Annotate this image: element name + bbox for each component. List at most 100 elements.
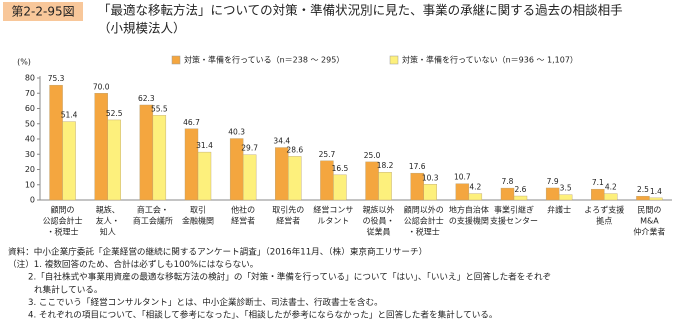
value-label: 4.2 [469, 183, 481, 192]
legend-label: 対策・準備を行っている（n＝238 ～ 295） [184, 55, 344, 65]
bar [545, 187, 560, 201]
note: 4. それぞれの項目について、「相談して参考になった」、「相談したが参考にならな… [28, 309, 498, 321]
bar [62, 121, 76, 201]
value-label: 7.9 [547, 177, 559, 186]
bar [423, 184, 437, 201]
value-label: 70.0 [93, 82, 110, 91]
value-label: 10.3 [422, 173, 439, 182]
value-label: 51.4 [61, 111, 78, 120]
x-tick-label: 取引 [190, 206, 206, 215]
x-tick-label: 顧問の [51, 205, 75, 215]
y-tick-label: 50 [25, 119, 35, 128]
x-tick-label: 支援センター [490, 216, 538, 226]
note: 資料：中小企業庁委託「企業経営の継続に関するアンケート調査」（2016年11月、… [8, 246, 427, 258]
bar [139, 104, 154, 201]
value-label: 7.8 [502, 177, 514, 186]
bar [107, 119, 121, 201]
x-tick-label: 公認会計士 [43, 216, 83, 226]
bar [591, 188, 605, 201]
x-tick-label: M&A [640, 217, 659, 226]
x-tick-label: の役員・ [363, 216, 395, 226]
x-tick-label: 経営者 [231, 216, 255, 226]
y-tick-label: 80 [25, 74, 35, 83]
x-tick-label: 民間の [637, 206, 661, 215]
x-tick-label: 親族、 [96, 205, 120, 215]
title: （小規模法人） [98, 21, 186, 36]
bar [152, 115, 167, 201]
x-tick-label: 商工会議所 [133, 216, 173, 226]
bar [49, 84, 63, 201]
note: 3. ここでいう「経営コンサルタント」とは、中小企業診断士、司法書士、行政書士を… [28, 296, 383, 308]
y-tick-label: 20 [25, 165, 35, 174]
value-label: 75.3 [48, 74, 65, 83]
x-tick-label: 従業員 [367, 227, 391, 237]
value-label: 29.7 [241, 144, 258, 153]
x-tick-label: 他社の [231, 205, 255, 215]
y-tick-label: 40 [25, 135, 35, 144]
title: 「最適な移転方法」についての対策・準備状況別に見た、事業の承継に関する過去の相談… [98, 3, 623, 18]
value-label: 3.5 [560, 184, 572, 193]
bar [197, 151, 212, 201]
value-label: 10.7 [454, 173, 471, 182]
figure-tag: 第2-2-95図 [11, 5, 74, 19]
x-tick-label: 友人・ [96, 216, 120, 226]
legend-label: 対策・準備を行っていない（n＝936 ～ 1,107） [402, 55, 578, 65]
y-tick-label: 60 [25, 104, 35, 113]
x-tick-label: 経営者 [276, 216, 300, 226]
value-label: 16.5 [332, 164, 349, 173]
bar [333, 174, 347, 201]
value-label: 40.3 [228, 128, 245, 137]
x-tick-label: の支援機関 [449, 216, 489, 226]
note: れ集計している。 [34, 283, 103, 295]
value-label: 7.1 [592, 178, 604, 187]
value-label: 4.2 [605, 183, 617, 192]
bar [558, 194, 573, 201]
bar [288, 156, 302, 201]
x-tick-label: ・税理士 [47, 227, 79, 237]
bar [242, 154, 257, 201]
bar [500, 187, 515, 201]
y-tick-label: 10 [25, 180, 35, 189]
legend-swatch [389, 55, 399, 65]
x-tick-label: 仲介業者 [633, 227, 665, 237]
y-unit: (%) [17, 58, 31, 67]
legend-swatch [171, 55, 181, 65]
y-tick-label: 0 [30, 196, 35, 205]
x-tick-label: 商工会・ [137, 205, 169, 215]
y-tick-label: 70 [25, 89, 35, 98]
value-label: 2.5 [637, 185, 649, 194]
x-tick-label: 顧問以外の [404, 205, 444, 215]
y-tick-label: 30 [25, 150, 35, 159]
x-tick-label: 知人 [100, 227, 116, 237]
x-tick-label: よろず支援 [584, 205, 624, 215]
bar [184, 128, 199, 201]
value-label: 17.6 [409, 162, 426, 171]
x-tick-label: 事業引継ぎ [494, 205, 534, 215]
note: 2.「自社株式や事業用資産の最適な移転方法の検討」の「対策・準備を行っている」に… [28, 271, 551, 283]
value-label: 28.6 [286, 145, 303, 154]
value-label: 62.3 [138, 94, 155, 103]
x-tick-label: 親族以外 [363, 205, 395, 215]
x-tick-label: 取引先の [272, 205, 304, 215]
x-tick-label: 公認会計士 [404, 216, 444, 226]
value-label: 52.5 [106, 109, 123, 118]
value-label: 31.4 [196, 141, 213, 150]
bar [455, 183, 470, 201]
bar [378, 172, 392, 201]
x-tick-label: ・税理士 [408, 227, 440, 237]
value-label: 18.2 [377, 161, 394, 170]
x-tick-label: 弁護士 [547, 205, 571, 215]
bar [513, 195, 528, 201]
value-label: 25.7 [319, 150, 336, 159]
figure-tag-box [3, 2, 83, 21]
note: （注）1. 複数回答のため、合計は必ずしも100%にはならない。 [8, 258, 258, 270]
value-label: 46.7 [183, 118, 200, 127]
value-label: 2.6 [515, 185, 527, 194]
bar [604, 193, 618, 201]
value-label: 1.4 [650, 187, 662, 196]
value-label: 25.0 [364, 151, 381, 160]
x-tick-label: 拠点 [596, 216, 612, 226]
x-tick-label: 金融機関 [182, 216, 214, 226]
x-tick-label: 経営コンサ [313, 205, 353, 215]
